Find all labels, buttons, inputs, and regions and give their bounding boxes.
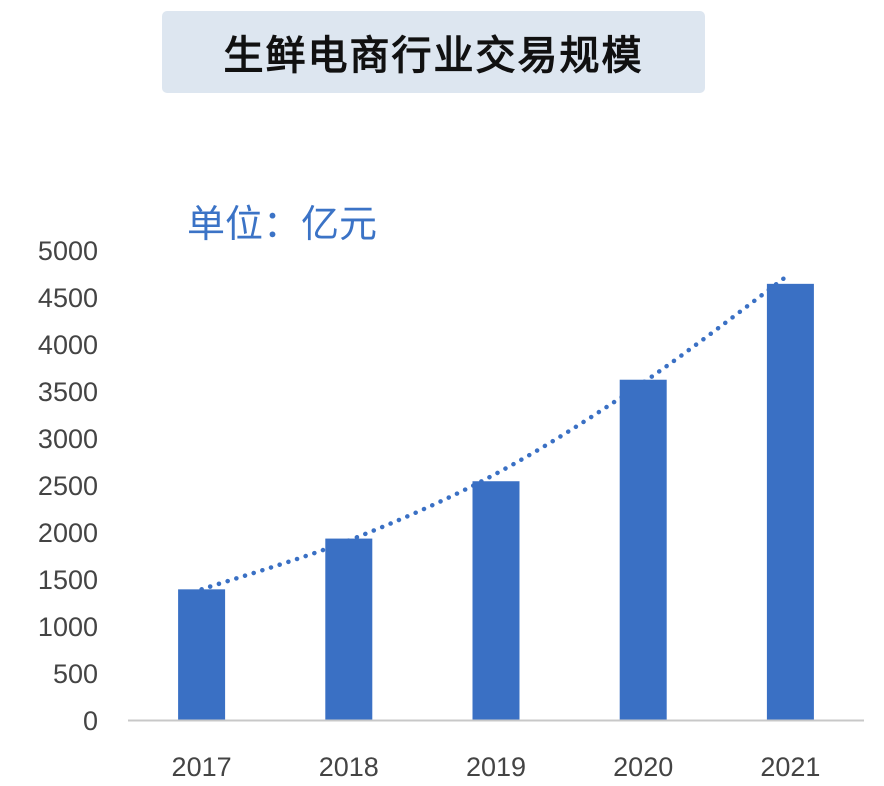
y-tick-label: 4500 [38, 283, 98, 313]
bar [619, 379, 667, 720]
bar [766, 283, 814, 720]
y-tick-label: 0 [83, 706, 98, 736]
x-tick-label: 2019 [466, 752, 526, 782]
chart-title-box: 生鲜电商行业交易规模 [162, 11, 705, 93]
y-tick-label: 4000 [38, 330, 98, 360]
x-tick-label: 2017 [172, 752, 232, 782]
x-tick-label: 2020 [613, 752, 673, 782]
bar [472, 481, 520, 720]
y-tick-label: 5000 [38, 236, 98, 266]
y-tick-label: 500 [53, 659, 98, 689]
y-tick-label: 1500 [38, 565, 98, 595]
unit-label: 单位：亿元 [187, 202, 378, 246]
x-tick-label: 2021 [760, 752, 820, 782]
chart-title: 生鲜电商行业交易规模 [223, 33, 644, 79]
y-tick-label: 3000 [38, 424, 98, 454]
y-tick-label: 3500 [38, 377, 98, 407]
x-tick-label: 2018 [319, 752, 379, 782]
trendline [199, 271, 793, 592]
bar [325, 538, 373, 720]
y-tick-label: 2000 [38, 518, 98, 548]
y-tick-label: 2500 [38, 471, 98, 501]
y-tick-label: 1000 [38, 612, 98, 642]
bar [178, 589, 226, 720]
